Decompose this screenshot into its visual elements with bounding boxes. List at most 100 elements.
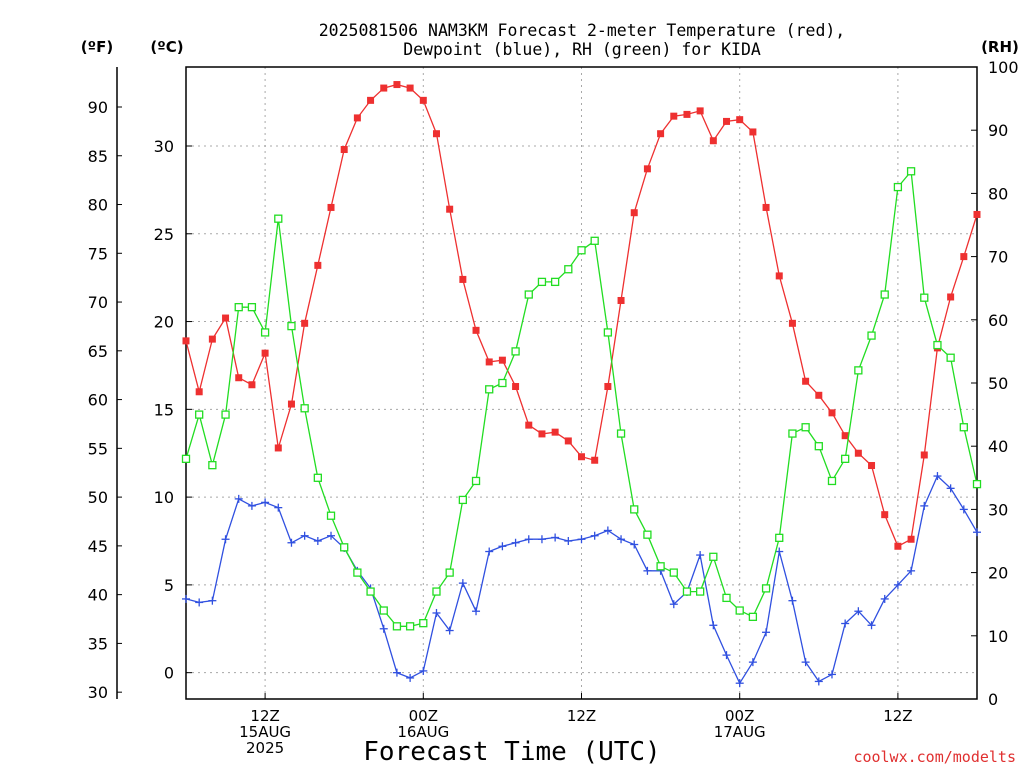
dewpoint-point <box>973 528 981 537</box>
dewpoint-point <box>735 679 744 688</box>
grid-lines <box>186 67 977 699</box>
temperature-point <box>578 453 585 461</box>
rh-point <box>827 476 837 486</box>
rh-point <box>933 340 942 350</box>
rh-tick-label: 100 <box>988 58 1019 77</box>
dewpoint-point <box>643 566 652 575</box>
temperature-point <box>367 96 375 104</box>
temperature-point <box>643 165 651 173</box>
temperature-point <box>868 462 876 470</box>
dewpoint-point <box>920 501 929 510</box>
dewpoint-point <box>907 566 916 575</box>
temperature-point <box>472 326 480 334</box>
rh-tick-label: 50 <box>988 374 1008 393</box>
temperature-point <box>788 319 796 327</box>
rh-point <box>524 290 533 299</box>
temperature-point <box>485 358 493 366</box>
temperature-point <box>551 428 559 436</box>
fahrenheit-tick-label: 40 <box>88 586 108 605</box>
temperature-point <box>432 130 440 138</box>
dewpoint-point <box>524 535 533 544</box>
temperature-point <box>802 377 810 385</box>
axes <box>116 66 978 700</box>
temperature-point <box>274 444 282 452</box>
dewpoint-point <box>959 505 968 514</box>
celsius-axis-label: (ºC) <box>150 38 183 56</box>
rh-point <box>485 385 494 394</box>
rh-tick-label: 70 <box>988 248 1008 267</box>
chart-title-line-1: 2025081506 NAM3KM Forecast 2-meter Tempe… <box>319 21 846 40</box>
rh-point <box>920 293 929 302</box>
x-tick-label: 16AUG <box>397 723 449 741</box>
rh-point <box>405 622 415 631</box>
rh-point <box>234 303 243 312</box>
temperature-point <box>208 335 216 343</box>
dewpoint-point <box>234 494 243 503</box>
temperature-point <box>327 203 335 211</box>
temperature-point <box>512 383 520 391</box>
rh-point <box>537 277 547 287</box>
dewpoint-point <box>274 503 283 512</box>
x-tick-label: 12Z <box>567 707 596 725</box>
temperature-point <box>380 84 388 92</box>
temperature-point <box>393 81 401 89</box>
dewpoint-point <box>564 537 573 545</box>
dewpoint-point <box>313 537 322 545</box>
temperature-point <box>657 130 665 138</box>
temperature-point <box>617 296 625 304</box>
dewpoint-point <box>880 594 889 603</box>
temperature-point <box>696 107 704 115</box>
fahrenheit-tick-label: 35 <box>88 634 108 653</box>
temperature-point <box>709 137 717 145</box>
x-tick-label: 12Z <box>883 707 912 725</box>
dewpoint-point <box>182 594 190 603</box>
series-line-dewpoint <box>185 474 978 685</box>
rh-point <box>208 461 217 470</box>
dewpoint-point <box>432 608 441 617</box>
rh-point <box>722 593 731 603</box>
rh-point <box>682 587 692 596</box>
dewpoint-point <box>814 677 823 686</box>
rh-point <box>247 303 257 312</box>
rh-point <box>326 511 336 520</box>
dewpoint-point <box>933 472 942 481</box>
dewpoint-point <box>300 531 309 540</box>
temperature-point <box>894 542 902 550</box>
temperature-point <box>406 84 414 92</box>
dewpoint-point <box>379 624 388 633</box>
temperature-point <box>498 356 506 364</box>
rh-point <box>946 353 955 362</box>
fahrenheit-tick-label: 70 <box>88 293 108 312</box>
temperature-point <box>841 432 849 440</box>
dewpoint-point <box>590 531 599 540</box>
dewpoint-point <box>327 531 336 540</box>
rh-point <box>313 473 322 482</box>
rh-point <box>854 366 863 375</box>
dewpoint-point <box>946 484 955 493</box>
dewpoint-point <box>498 542 507 551</box>
temperature-point <box>815 391 823 399</box>
dewpoint-point <box>406 673 415 682</box>
dewpoint-point <box>261 498 270 507</box>
celsius-tick-label: 20 <box>154 313 174 332</box>
temperature-point <box>749 128 757 136</box>
temperature-point <box>182 337 190 345</box>
fahrenheit-tick-label: 65 <box>88 342 108 361</box>
dewpoint-point <box>893 580 902 589</box>
fahrenheit-tick-label: 50 <box>88 488 108 507</box>
dewpoint-point <box>221 535 230 544</box>
temperature-point <box>973 210 981 218</box>
tick-labels: 3035404550556065707580859005101520253001… <box>88 58 1019 757</box>
temperature-point <box>630 209 638 217</box>
temperature-point <box>854 449 862 457</box>
temperature-point <box>459 275 467 283</box>
temperature-point <box>591 456 599 464</box>
rh-point <box>775 533 784 542</box>
temperature-point <box>723 117 731 125</box>
chart-title-line-2: Dewpoint (blue), RH (green) for KIDA <box>403 40 761 59</box>
rh-tick-label: 10 <box>988 627 1008 646</box>
celsius-tick-label: 5 <box>164 576 174 595</box>
rh-point <box>340 543 349 552</box>
temperature-point <box>604 383 612 391</box>
temperature-point <box>920 451 928 459</box>
